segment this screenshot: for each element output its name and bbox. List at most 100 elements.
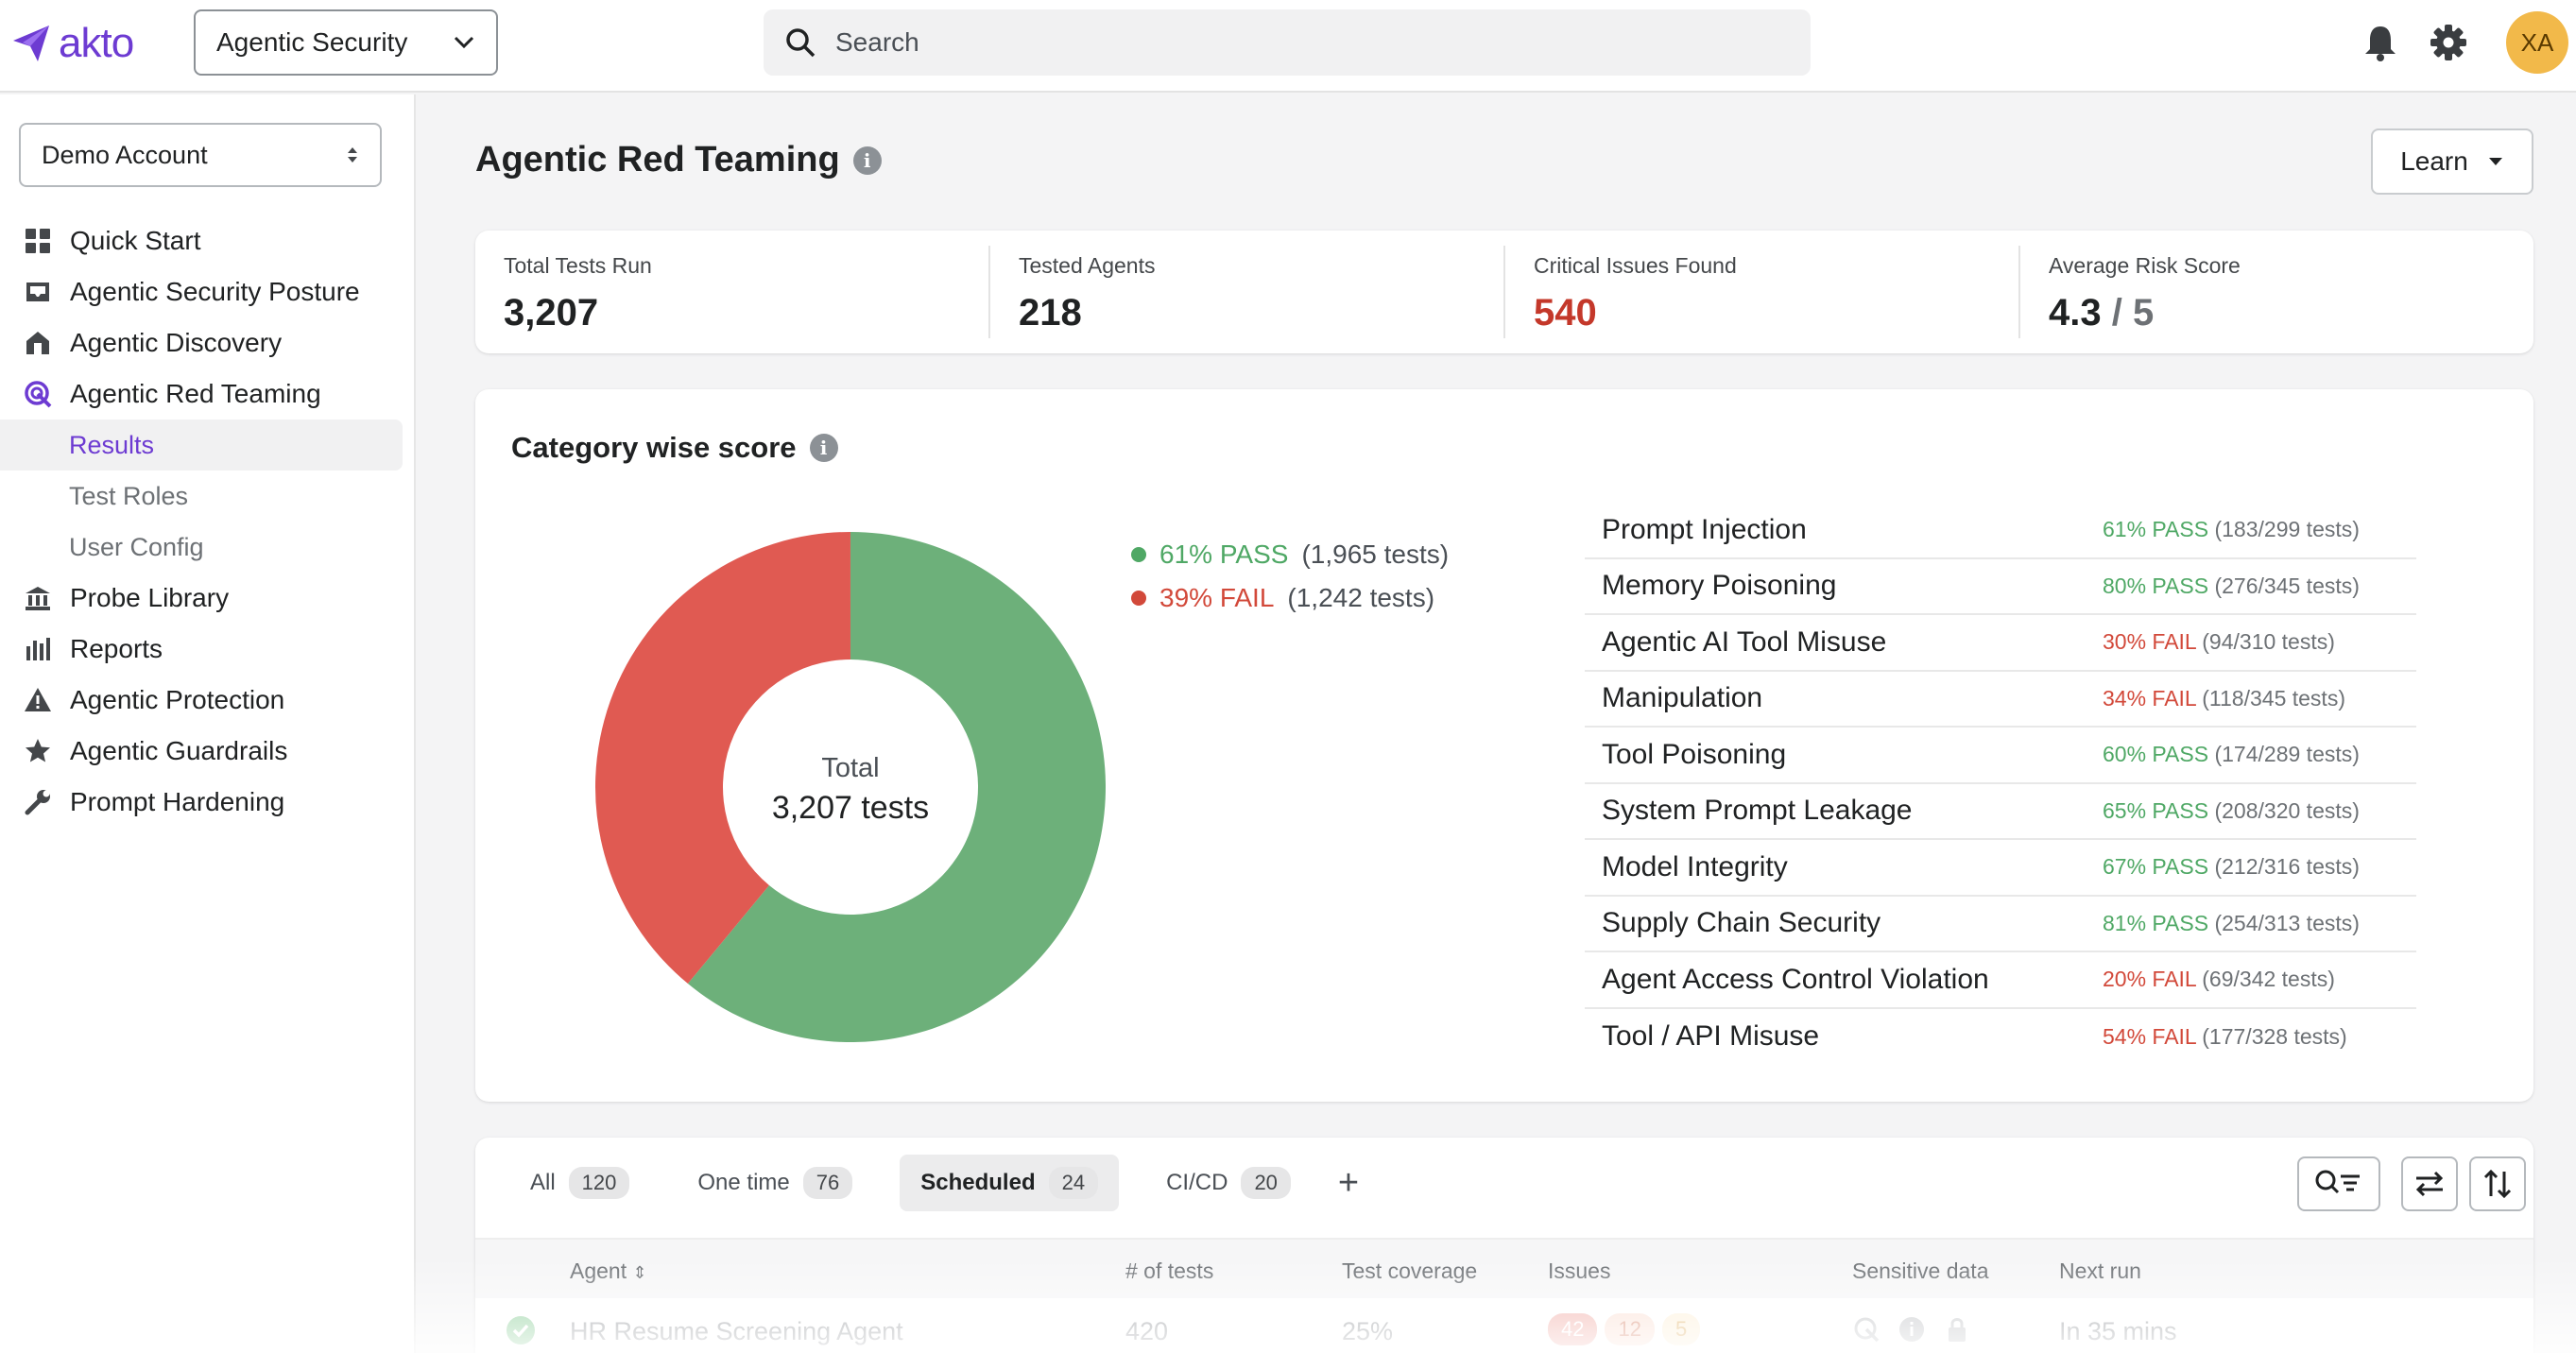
category-result-pct: 65% PASS — [2103, 797, 2209, 823]
sensitive-data-icons — [1852, 1315, 1971, 1344]
stat-value: 4.3 — [2049, 292, 2102, 334]
stat-total-tests-run: Total Tests Run 3,207 — [475, 246, 990, 338]
sidebar-item-quick-start[interactable]: Quick Start — [0, 215, 416, 266]
tab-all[interactable]: All 120 — [509, 1155, 650, 1211]
bank-icon — [23, 583, 53, 613]
sidebar-item-label: Agentic Security Posture — [70, 277, 360, 306]
info-icon[interactable]: i — [809, 434, 838, 462]
search-filter-button[interactable] — [2297, 1156, 2380, 1211]
column-header-label: Agent — [570, 1259, 627, 1283]
column-header-sensitive-data[interactable]: Sensitive data — [1852, 1259, 1989, 1283]
stat-value: 540 — [1534, 292, 1597, 334]
category-row[interactable]: System Prompt Leakage 65% PASS (208/320 t… — [1585, 784, 2416, 840]
summary-stats-card: Total Tests Run 3,207 Tested Agents 218 … — [475, 231, 2533, 353]
inbox-icon — [23, 277, 53, 307]
sidebar-item-prompt-hardening[interactable]: Prompt Hardening — [0, 777, 416, 828]
category-name: Tool / API Misuse — [1602, 1020, 1820, 1053]
category-row[interactable]: Tool Poisoning 60% PASS (174/289 tests) — [1585, 728, 2416, 784]
category-name: Prompt Injection — [1602, 513, 1807, 545]
sort-caret-icon: ⇕ — [632, 1263, 647, 1282]
column-header-coverage[interactable]: Test coverage — [1342, 1259, 1478, 1283]
category-row[interactable]: Prompt Injection 61% PASS (183/299 tests) — [1585, 503, 2416, 559]
swap-columns-button[interactable] — [2401, 1156, 2458, 1211]
learn-button-label: Learn — [2400, 146, 2468, 176]
category-row[interactable]: Model Integrity 67% PASS (212/316 tests) — [1585, 840, 2416, 897]
sidebar-subitem-user-config[interactable]: User Config — [69, 532, 204, 561]
agent-name[interactable]: HR Resume Screening Agent — [570, 1317, 903, 1345]
tab-one-time[interactable]: One time 76 — [677, 1155, 873, 1211]
akto-logo[interactable]: akto — [9, 17, 134, 70]
account-selector[interactable]: Demo Account — [19, 123, 382, 187]
table-row[interactable]: HR Resume Screening Agent 420 25% 42 12 5 … — [475, 1298, 2533, 1353]
check-circle-icon — [506, 1315, 536, 1350]
tab-scheduled[interactable]: Scheduled 24 — [900, 1155, 1120, 1211]
legend-fail-count: (1,242 tests) — [1287, 583, 1435, 612]
category-row[interactable]: Manipulation 34% FAIL (118/345 tests) — [1585, 672, 2416, 728]
donut-center-label: Total — [821, 753, 879, 783]
category-row[interactable]: Supply Chain Security 81% PASS (254/313 t… — [1585, 897, 2416, 952]
stat-average-risk-score: Average Risk Score 4.3 / 5 — [2020, 246, 2533, 338]
donut-slice-pass[interactable] — [687, 532, 1106, 1042]
add-tab-plus-icon[interactable]: + — [1337, 1162, 1360, 1203]
test-runs-tabs: All 120 One time 76 Scheduled 24 CI/CD 20 + — [509, 1155, 1359, 1211]
category-row[interactable]: Agent Access Control Violation 20% FAIL (… — [1585, 952, 2416, 1009]
notifications-bell-icon[interactable] — [2362, 23, 2398, 67]
target-icon — [23, 379, 53, 409]
category-result-pct: 60% PASS — [2103, 742, 2209, 767]
category-result: 67% PASS (212/316 tests) — [2103, 854, 2360, 880]
column-header-next-run[interactable]: Next run — [2059, 1259, 2141, 1283]
swap-arrows-icon — [2415, 1171, 2444, 1197]
high-issue-badge: 12 — [1605, 1313, 1655, 1345]
user-avatar[interactable]: XA — [2506, 11, 2568, 74]
stat-critical-issues-found: Critical Issues Found 540 — [1505, 246, 2020, 338]
sidebar-item-reports[interactable]: Reports — [0, 624, 416, 675]
table-header-row: Agent ⇕ # of tests Test coverage Issues … — [475, 1238, 2533, 1298]
category-result-detail: (183/299 tests) — [2214, 517, 2360, 542]
donut-center-value: 3,207 tests — [772, 790, 929, 826]
sidebar-subitem-results[interactable]: Results — [0, 420, 403, 471]
search-bar[interactable] — [764, 9, 1811, 76]
learn-button[interactable]: Learn — [2371, 128, 2533, 195]
sidebar-item-agentic-protection[interactable]: Agentic Protection — [0, 675, 416, 726]
category-result-detail: (174/289 tests) — [2214, 742, 2360, 767]
category-list: Prompt Injection 61% PASS (183/299 tests)… — [1585, 503, 2416, 1065]
next-run: In 35 mins — [2059, 1317, 2177, 1345]
sidebar-item-agentic-discovery[interactable]: Agentic Discovery — [0, 317, 416, 368]
category-name: Supply Chain Security — [1602, 907, 1881, 939]
sidebar-item-label: Prompt Hardening — [70, 787, 285, 816]
search-filter-icon — [2315, 1170, 2360, 1194]
column-header-tests[interactable]: # of tests — [1125, 1259, 1214, 1283]
sidebar-item-agentic-guardrails[interactable]: Agentic Guardrails — [0, 726, 416, 777]
star-icon — [23, 736, 53, 766]
search-input[interactable] — [835, 27, 1686, 58]
category-result: 54% FAIL (177/328 tests) — [2103, 1024, 2347, 1050]
info-icon[interactable]: i — [852, 146, 882, 175]
donut-slice-fail[interactable] — [595, 532, 850, 985]
stat-value-group: 4.3 / 5 — [2049, 292, 2505, 334]
product-selector-label: Agentic Security — [216, 27, 408, 57]
tab-label: One time — [697, 1170, 790, 1195]
product-selector[interactable]: Agentic Security — [194, 9, 498, 76]
stat-value: 3,207 — [504, 292, 599, 334]
settings-gear-icon[interactable] — [2429, 23, 2468, 67]
category-result: 30% FAIL (94/310 tests) — [2103, 629, 2335, 655]
sort-button[interactable] — [2469, 1156, 2526, 1211]
tab-ci-cd[interactable]: CI/CD 20 — [1145, 1155, 1312, 1211]
sidebar-item-agentic-red-teaming[interactable]: Agentic Red Teaming — [0, 368, 416, 420]
legend-pass-count: (1,965 tests) — [1301, 539, 1450, 569]
column-header-issues[interactable]: Issues — [1548, 1259, 1611, 1283]
page-title: Agentic Red Teaming i — [475, 140, 882, 180]
category-result-pct: 61% PASS — [2103, 517, 2209, 542]
category-row[interactable]: Agentic AI Tool Misuse 30% FAIL (94/310 t… — [1585, 615, 2416, 672]
wrench-icon — [23, 787, 53, 817]
category-result-detail: (94/310 tests) — [2202, 629, 2335, 655]
sidebar-item-probe-library[interactable]: Probe Library — [0, 573, 416, 624]
category-row[interactable]: Memory Poisoning 80% PASS (276/345 tests) — [1585, 559, 2416, 615]
category-result-detail: (118/345 tests) — [2202, 685, 2345, 711]
column-header-agent[interactable]: Agent ⇕ — [570, 1259, 647, 1284]
sidebar-item-agentic-security-posture[interactable]: Agentic Security Posture — [0, 266, 416, 317]
category-result-detail: (208/320 tests) — [2214, 797, 2360, 823]
sidebar-subitem-test-roles[interactable]: Test Roles — [69, 481, 189, 510]
category-result: 80% PASS (276/345 tests) — [2103, 574, 2360, 599]
category-row[interactable]: Tool / API Misuse 54% FAIL (177/328 tests… — [1585, 1009, 2416, 1066]
